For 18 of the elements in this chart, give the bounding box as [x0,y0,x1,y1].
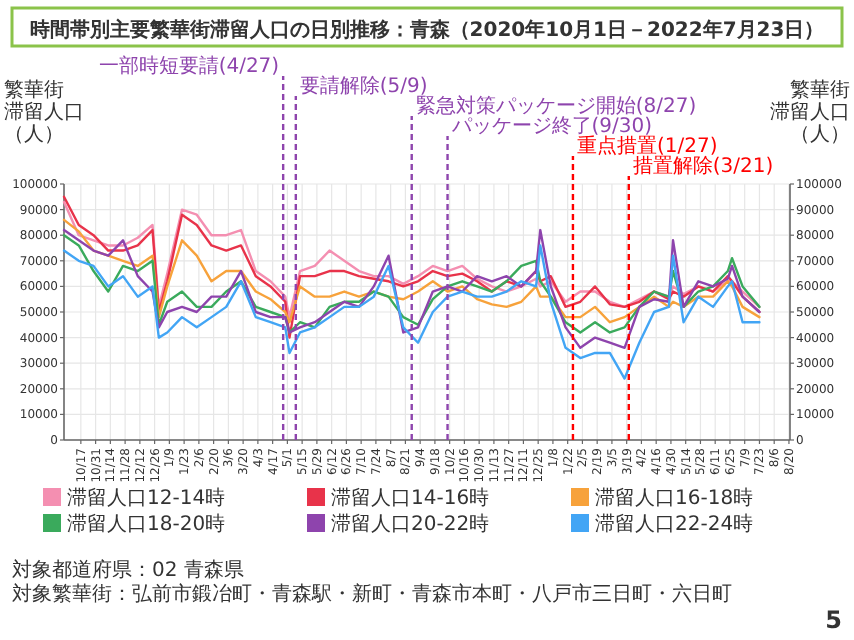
legend-label: 滞留人口22-24時 [595,512,754,536]
text: 対象都道府県：02 青森県 [12,558,244,582]
y2-axis-title: 繁華街滞留人口（人） [770,78,850,146]
legend-label: 滞留人口16-18時 [595,486,754,510]
legend-label: 滞留人口12-14時 [67,486,226,510]
legend-label: 滞留人口14-16時 [331,486,490,510]
ref-line-label: 措置解除(3/21) [632,154,774,178]
ref-line-label: 緊急対策パッケージ開始(8/27) [415,94,697,118]
ref-line-label: 要請解除(5/9) [299,74,428,98]
text: 5 [825,606,842,634]
ref-line-label: パッケージ終了(9/30) [449,114,653,138]
y-axis-title: 繁華街滞留人口（人） [4,78,84,146]
legend-label: 滞留人口20-22時 [331,512,490,536]
ref-line-label: 一部時短要請(4/27) [98,54,280,78]
chart-title: 時間帯別主要繁華街滞留人口の日別推移：青森（2020年10月1日－2022年7月23日） [29,18,825,42]
ref-line-label: 重点措置(1/27) [576,134,718,158]
text: 対象繁華街：弘前市鍛冶町・青森駅・新町・青森市本町・八戸市三日町・六日町 [12,582,732,606]
legend-label: 滞留人口18-20時 [67,512,226,536]
